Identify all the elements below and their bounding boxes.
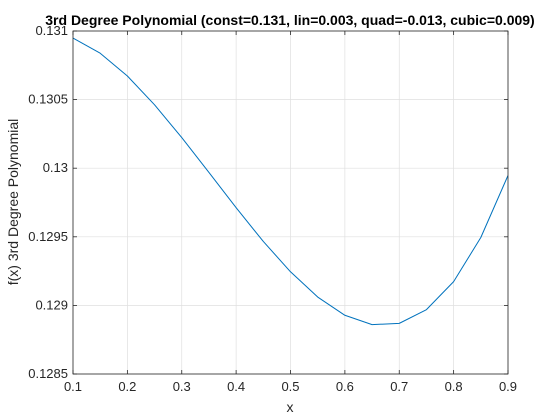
y-tick-label: 0.13 [43, 160, 68, 175]
y-tick-label: 0.1305 [28, 92, 68, 107]
y-tick-label: 0.129 [35, 297, 68, 312]
x-tick-label: 0.1 [64, 379, 82, 394]
tick-marks [72, 30, 509, 375]
x-tick-labels: 0.1 0.2 0.3 0.4 0.5 0.6 0.7 0.8 0.9 [64, 379, 517, 394]
x-tick-label: 0.6 [336, 379, 354, 394]
y-tick-label: 0.1295 [28, 229, 68, 244]
series-layer [73, 37, 508, 326]
x-axis-label: x [287, 399, 294, 415]
grid-lines [72, 30, 509, 375]
x-tick-label: 0.2 [118, 379, 136, 394]
x-tick-label: 0.9 [499, 379, 517, 394]
x-tick-label: 0.7 [390, 379, 408, 394]
y-tick-label: 0.131 [35, 23, 68, 38]
x-tick-label: 0.4 [227, 379, 245, 394]
x-tick-label: 0.5 [281, 379, 299, 394]
chart-title: 3rd Degree Polynomial (const=0.131, lin=… [45, 12, 534, 28]
x-tick-label: 0.3 [173, 379, 191, 394]
y-tick-labels: 0.1285 0.129 0.1295 0.13 0.1305 0.131 [28, 23, 68, 381]
series-line [73, 37, 508, 326]
x-tick-label: 0.8 [445, 379, 463, 394]
y-tick-label: 0.1285 [28, 366, 68, 381]
y-axis-label: f(x) 3rd Degree Polynomial [5, 119, 21, 286]
